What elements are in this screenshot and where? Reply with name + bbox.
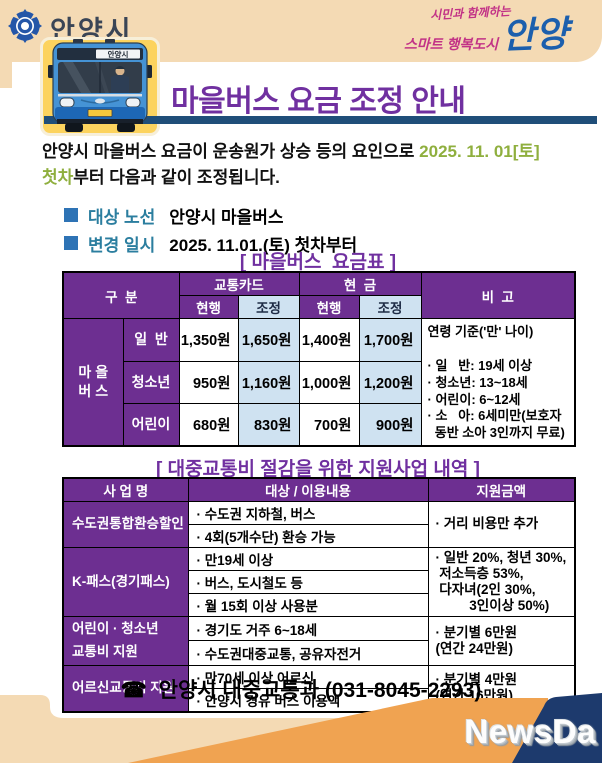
detail-line: · 안양시 경유 버스 이용액: [187, 687, 429, 713]
col-header-adjusted-card: 조정: [237, 295, 300, 319]
intro-paragraph: 안양시 마을버스 요금이 운송원가 상승 등의 요인으로 2025. 11. 0…: [42, 139, 572, 190]
detail-line: · 경기도 거주 6~18세: [187, 615, 429, 642]
table-row: 수도권통합환승할인 · 수도권 지하철, 버스 · 거리 비용만 추가: [62, 501, 576, 548]
change-date-row: 변경 일시 2025. 11.01.(토) 첫차부터: [64, 229, 357, 257]
col-header-note: 비 고: [420, 271, 576, 319]
amount-transfer-discount: · 거리 비용만 추가: [427, 501, 576, 548]
target-route-label: 대상 노선: [88, 207, 156, 227]
fare-youth-cash-adjusted: 1,200원: [358, 360, 422, 405]
phone-icon: ☎: [120, 679, 147, 702]
detail-line: · 수도권대중교통, 공유자전거: [187, 640, 429, 666]
fare-general-cash-current: 1,400원: [298, 318, 360, 362]
intro-line2: 부터 다음과 같이 조정됩니다.: [73, 167, 280, 187]
bus-icon: 안양시: [43, 39, 157, 139]
square-bullet-icon: [64, 208, 78, 222]
program-child-youth: 어린이 · 청소년 교통비 지원: [62, 616, 189, 666]
title-underline-bar: [44, 116, 597, 124]
program-senior: 어르신교통비 지원: [62, 664, 189, 713]
fare-youth-card-current: 950원: [178, 360, 239, 405]
deco-orange-shape: [128, 698, 548, 763]
slogan-anyang: 안양: [501, 12, 570, 57]
slogan-smart: 스마트: [404, 36, 443, 53]
fare-general-card-adjusted: 1,650원: [237, 318, 300, 362]
target-route-value: 안양시 마을버스: [169, 207, 284, 227]
col-header-amount: 지원금액: [427, 477, 576, 502]
bus-sign-label: 안양시: [108, 49, 129, 59]
bottom-decoration: [0, 693, 602, 763]
fare-general-cash-adjusted: 1,700원: [358, 318, 422, 362]
table-row: · 4회(5개수단) 환승 가능: [63, 524, 575, 548]
col-header-program: 사 업 명: [62, 477, 189, 502]
amount-child-youth: · 분기별 6만원 (연간 24만원): [427, 616, 576, 666]
fare-table: 구 분 교통카드 현 금 비 고 현행 조정 현행 조정 마 을 버 스 일 반…: [62, 271, 576, 448]
anyang-emblem-icon: [8, 9, 42, 48]
change-date-value: 2025. 11.01.(토) 첫차부터: [169, 235, 358, 255]
table-row: K-패스(경기패스) · 만19세 이상 · 일반 20%, 청년 30%, 저…: [62, 547, 576, 617]
detail-line: · 만19세 이상: [187, 547, 429, 571]
table-row: · 버스, 도시철도 등: [63, 570, 575, 594]
fare-child-cash-current: 700원: [298, 403, 360, 447]
key-info-list: 대상 노선 안양시 마을버스 변경 일시 2025. 11.01.(토) 첫차부…: [64, 201, 357, 257]
support-table-title: [ 대중교통비 절감을 위한 지원사업 내역 ]: [155, 459, 480, 480]
col-header-cash: 현 금: [298, 271, 422, 296]
col-header-category: 구 분: [62, 271, 180, 319]
table-row: · 월 15회 이상 사용분: [63, 593, 575, 617]
change-date-label: 변경 일시: [88, 235, 156, 255]
program-kpass: K-패스(경기패스): [62, 547, 189, 617]
fare-table-title: [ 마을버스 요금표 ]: [239, 252, 397, 273]
detail-line: · 수도권 지하철, 버스: [187, 501, 429, 525]
slogan-happy-city: 행복도시: [446, 36, 499, 53]
deco-navy-shape: [512, 693, 602, 763]
contact-line: ☎ 안양시 대중교통과 (031-8045-2293): [0, 674, 602, 704]
intro-date-highlight: 2025. 11. 01[토]: [419, 142, 540, 161]
fare-note: 연령 기준('만' 나이) · 일 반: 19세 이상 · 청소년: 13~18…: [420, 318, 576, 447]
row-label-youth: 청소년: [122, 360, 180, 405]
intro-line1: 안양시 마을버스 요금이 운송원가 상승 등의 요인으로: [42, 142, 420, 161]
fare-child-cash-adjusted: 900원: [358, 403, 422, 447]
col-header-current-card: 현행: [178, 295, 239, 319]
table-row: · 수도권대중교통, 공유자전거: [63, 640, 575, 666]
square-bullet-icon: [64, 236, 78, 250]
target-route-row: 대상 노선 안양시 마을버스: [64, 201, 357, 229]
table-row: 어린이 · 청소년 교통비 지원 · 경기도 거주 6~18세 · 분기별 6만…: [62, 615, 576, 666]
col-header-usage: 대상 / 이용내용: [187, 477, 429, 502]
program-transfer-discount: 수도권통합환승할인: [62, 501, 189, 548]
fare-general-card-current: 1,350원: [178, 318, 239, 362]
table-row: 마 을 버 스 일 반 1,350원 1,650원 1,400원 1,700원 …: [62, 318, 576, 447]
row-group-village-bus: 마 을 버 스: [62, 318, 124, 447]
fare-youth-cash-current: 1,000원: [298, 360, 360, 405]
col-header-adjusted-cash: 조정: [358, 295, 422, 319]
contact-text: 안양시 대중교통과 (031-8045-2293): [158, 679, 482, 702]
fare-youth-card-adjusted: 1,160원: [237, 360, 300, 405]
amount-kpass: · 일반 20%, 청년 30%, 저소득층 53%, 다자녀(2인 30%, …: [427, 547, 576, 617]
detail-line: · 버스, 도시철도 등: [187, 570, 429, 594]
top-band-tab: [0, 60, 12, 88]
intro-firstbus-highlight: 첫차: [42, 167, 74, 187]
detail-line: · 4회(5개수단) 환승 가능: [187, 524, 429, 548]
table-row: 청소년 950원 1,160원 1,000원 1,200원: [63, 360, 575, 405]
fare-child-card-adjusted: 830원: [237, 403, 300, 447]
page-title: 마을버스 요금 조정 안내: [171, 85, 466, 118]
table-row: 어린이 680원 830원 700원 900원: [63, 403, 575, 447]
detail-line: · 만70세 이상 어르신: [187, 664, 429, 689]
col-header-card: 교통카드: [178, 271, 300, 296]
row-label-general: 일 반: [122, 318, 180, 362]
table-row: · 안양시 경유 버스 이용액: [63, 687, 575, 713]
city-slogan: 시민과 함께하는 스마트 행복도시 안양: [404, 4, 594, 57]
newsda-watermark: NewsDa: [464, 713, 596, 750]
detail-line: · 월 15회 이상 사용분: [187, 593, 429, 617]
fare-child-card-current: 680원: [178, 403, 239, 447]
col-header-current-cash: 현행: [298, 295, 360, 319]
row-label-child: 어린이: [122, 403, 180, 447]
